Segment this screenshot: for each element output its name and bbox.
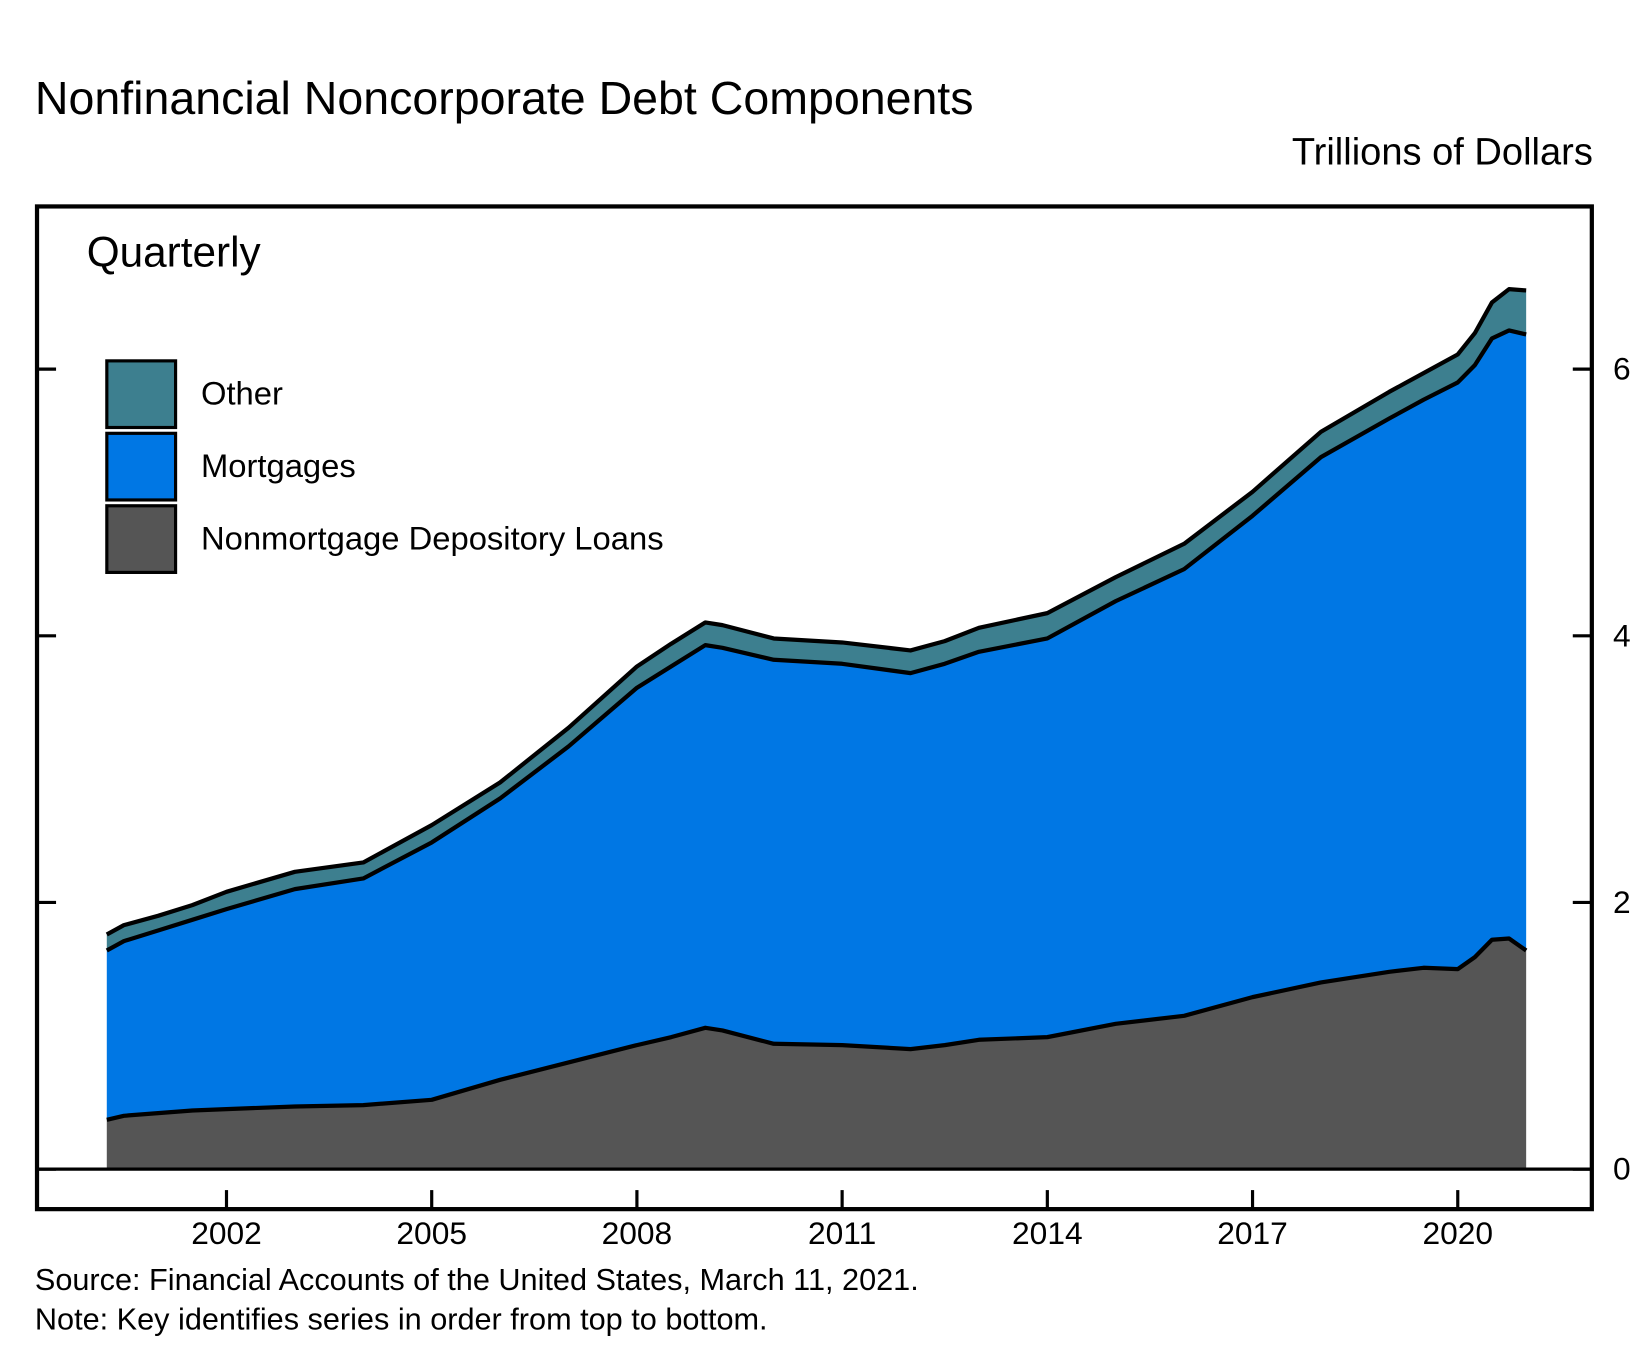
area (106, 938, 1527, 1170)
legend-swatch (105, 359, 178, 430)
y-tick-label: 6 (1613, 351, 1631, 387)
legend-swatch (105, 431, 178, 502)
legend-swatch (105, 504, 178, 574)
x-tick-label: 2002 (191, 1215, 262, 1251)
legend-label: Mortgages (201, 447, 356, 484)
series-line (105, 328, 1527, 953)
y-tick-label: 2 (1613, 884, 1631, 920)
note: Note: Key identifies series in order fro… (35, 1302, 768, 1336)
legend-label: Nonmortgage Depository Loans (201, 519, 664, 556)
x-tick-label: 2020 (1422, 1215, 1493, 1251)
x-tick-label: 2014 (1012, 1215, 1083, 1251)
plot-area (105, 286, 1528, 1170)
x-tick-label: 2011 (808, 1215, 876, 1251)
subtitle: Quarterly (87, 228, 262, 275)
source: Source: Financial Accounts of the United… (35, 1263, 919, 1297)
plot-frame (34, 204, 1594, 1212)
x-tick-label: 2008 (602, 1215, 673, 1251)
y-axis-label: Trillions of Dollars (1292, 132, 1593, 174)
x-tick-label: 2017 (1217, 1215, 1288, 1251)
series-line (105, 286, 1527, 937)
series-line (106, 936, 1528, 1122)
x-tick-label: 2005 (396, 1215, 467, 1251)
y-tick-label: 0 (1613, 1151, 1631, 1187)
chart-title: Nonfinancial Noncorporate Debt Component… (35, 72, 974, 124)
y-tick-label: 4 (1613, 617, 1631, 653)
legend-label: Other (201, 374, 283, 411)
area (106, 330, 1527, 1120)
